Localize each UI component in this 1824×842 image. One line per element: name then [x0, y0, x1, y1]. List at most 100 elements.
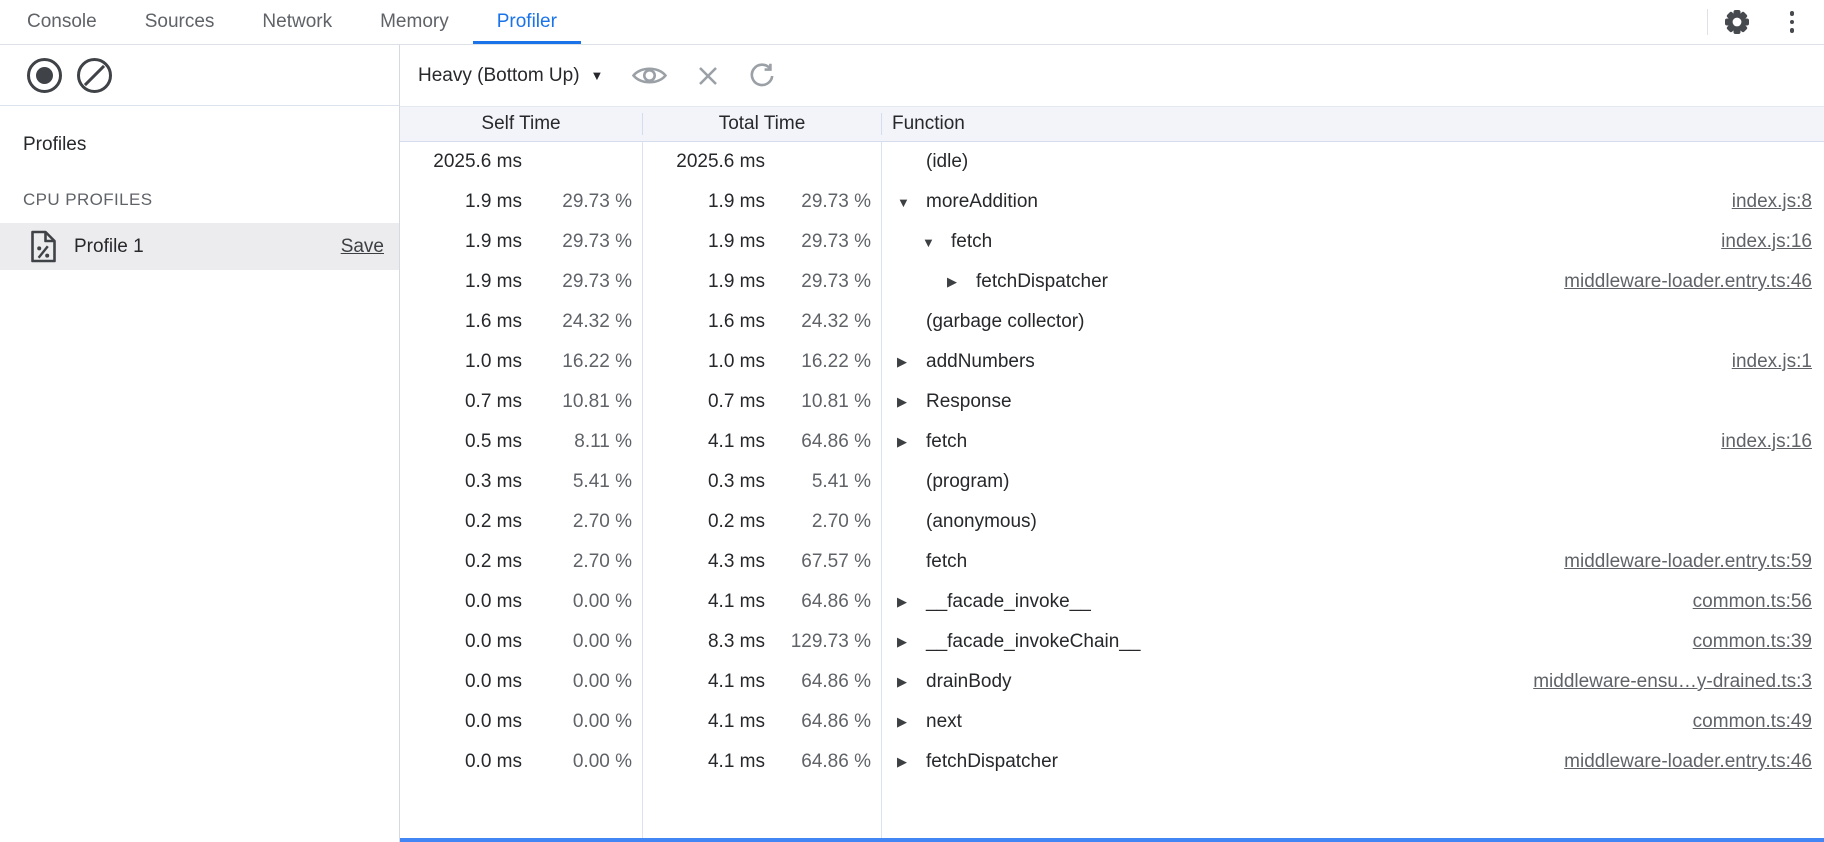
refresh-icon: [751, 62, 774, 86]
tree-collapsed-icon[interactable]: ▶: [947, 274, 957, 289]
function-cell: fetch middleware-loader.entry.ts:59: [882, 551, 1824, 573]
total-time-pct: 64.86 %: [801, 711, 871, 732]
clear-profiles-button[interactable]: [77, 57, 112, 93]
function-cell: ▶ fetchDispatcher middleware-loader.entry.…: [882, 271, 1824, 293]
total-time-cell: 4.1 ms 64.86 %: [643, 671, 882, 693]
tab-profiler[interactable]: Profiler: [473, 0, 581, 44]
total-time-cell: 0.7 ms 10.81 %: [643, 391, 882, 413]
total-time-cell: 8.3 ms 129.73 %: [643, 631, 882, 653]
restore-nodes-button[interactable]: [748, 62, 776, 90]
table-row[interactable]: 1.9 ms 29.73 % 1.9 ms 29.73 % ▶ fetchDispatch…: [400, 262, 1824, 302]
table-row[interactable]: 1.0 ms 16.22 % 1.0 ms 16.22 % ▶ addNumbers ind…: [400, 342, 1824, 382]
total-time-pct: 16.22 %: [801, 351, 871, 372]
exclude-selected-button[interactable]: [696, 64, 720, 88]
tab-memory[interactable]: Memory: [380, 11, 449, 32]
tree-collapsed-icon[interactable]: ▶: [897, 714, 907, 729]
function-cell: ▶ __facade_invokeChain__ common.ts:39: [882, 631, 1824, 653]
source-location-link[interactable]: middleware-ensu…y-drained.ts:3: [1533, 671, 1812, 692]
profile-list-item[interactable]: Profile 1 Save: [0, 223, 399, 270]
function-cell: ▶ addNumbers index.js:1: [882, 351, 1824, 373]
source-location-link[interactable]: middleware-loader.entry.ts:46: [1564, 271, 1812, 292]
tab-network[interactable]: Network: [262, 11, 333, 32]
tree-expanded-icon[interactable]: ▼: [897, 194, 910, 210]
cpu-profiles-section-heading: CPU PROFILES: [23, 190, 153, 209]
source-location-link[interactable]: index.js:1: [1731, 351, 1812, 372]
table-row[interactable]: 0.5 ms 8.11 % 4.1 ms 64.86 % ▶ fetch index.js:…: [400, 422, 1824, 462]
table-row[interactable]: 0.3 ms 5.41 % 0.3 ms 5.41 % (program): [400, 462, 1824, 502]
table-row[interactable]: 0.2 ms 2.70 % 0.2 ms 2.70 % (anonymous): [400, 502, 1824, 542]
source-location-link[interactable]: middleware-loader.entry.ts:59: [1564, 551, 1812, 572]
total-time-pct: 29.73 %: [801, 191, 871, 212]
total-time-ms: 1.9 ms: [707, 191, 765, 212]
source-location-link[interactable]: common.ts:56: [1692, 591, 1812, 612]
source-location-link[interactable]: middleware-loader.entry.ts:46: [1564, 751, 1812, 772]
self-time-cell: 0.7 ms 10.81 %: [400, 391, 643, 413]
total-time-ms: 4.1 ms: [707, 671, 765, 692]
function-cell: ▶ Response: [882, 391, 1824, 413]
column-header-function[interactable]: Function: [892, 113, 965, 134]
tree-collapsed-icon[interactable]: ▶: [897, 754, 907, 769]
tree-collapsed-icon[interactable]: ▶: [897, 354, 907, 369]
tree-collapsed-icon[interactable]: ▶: [897, 434, 907, 449]
column-header-total-time[interactable]: Total Time: [643, 113, 882, 135]
function-cell: ▼ fetch index.js:16: [882, 231, 1824, 253]
self-time-cell: 0.0 ms 0.00 %: [400, 631, 643, 653]
self-time-ms: 0.0 ms: [464, 751, 522, 772]
self-time-cell: 0.0 ms 0.00 %: [400, 591, 643, 613]
function-name: (idle): [926, 151, 969, 172]
total-time-cell: 1.9 ms 29.73 %: [643, 191, 882, 213]
total-time-cell: 4.1 ms 64.86 %: [643, 431, 882, 453]
settings-button[interactable]: [1708, 0, 1766, 44]
tab-sources[interactable]: Sources: [144, 11, 215, 32]
save-profile-link[interactable]: Save: [340, 235, 384, 257]
total-time-pct: 67.57 %: [801, 551, 871, 572]
table-row[interactable]: 0.0 ms 0.00 % 8.3 ms 129.73 % ▶ __facade_invo…: [400, 622, 1824, 662]
more-options-button[interactable]: [1766, 0, 1818, 44]
tree-expanded-icon[interactable]: ▼: [922, 234, 935, 250]
source-location-link[interactable]: index.js:8: [1731, 191, 1812, 212]
total-time-cell: 4.1 ms 64.86 %: [643, 751, 882, 773]
tree-collapsed-icon[interactable]: ▶: [897, 674, 907, 689]
table-row[interactable]: 1.9 ms 29.73 % 1.9 ms 29.73 % ▼ moreAddition i…: [400, 182, 1824, 222]
function-cell: ▶ __facade_invoke__ common.ts:56: [882, 591, 1824, 613]
self-time-pct: 29.73 %: [562, 231, 632, 252]
table-row[interactable]: 2025.6 ms 2025.6 ms (idle): [400, 142, 1824, 182]
function-name: fetch: [951, 231, 993, 252]
profile-table-body: 2025.6 ms 2025.6 ms (idle) 1.9 ms 29.73 % 1.9…: [400, 142, 1824, 842]
table-row[interactable]: 0.7 ms 10.81 % 0.7 ms 10.81 % ▶ Response: [400, 382, 1824, 422]
profiler-controls-toolbar: [0, 45, 399, 106]
table-row[interactable]: 0.0 ms 0.00 % 4.1 ms 64.86 % ▶ next common.ts:…: [400, 702, 1824, 742]
view-mode-select[interactable]: Heavy (Bottom Up) ▼: [418, 65, 603, 87]
total-time-cell: 1.9 ms 29.73 %: [643, 231, 882, 253]
tree-collapsed-icon[interactable]: ▶: [897, 594, 907, 609]
source-location-link[interactable]: index.js:16: [1721, 431, 1812, 452]
function-name: addNumbers: [926, 351, 1035, 372]
table-row[interactable]: 0.0 ms 0.00 % 4.1 ms 64.86 % ▶ drainBody middl…: [400, 662, 1824, 702]
table-row[interactable]: 1.9 ms 29.73 % 1.9 ms 29.73 % ▼ fetch index.js…: [400, 222, 1824, 262]
total-time-cell: 2025.6 ms: [643, 151, 882, 173]
self-time-ms: 1.6 ms: [464, 311, 522, 332]
source-location-link[interactable]: common.ts:39: [1692, 631, 1812, 652]
function-name: (garbage collector): [926, 311, 1085, 332]
table-row[interactable]: 1.6 ms 24.32 % 1.6 ms 24.32 % (garbage colle…: [400, 302, 1824, 342]
record-button[interactable]: [27, 57, 62, 93]
table-row[interactable]: 0.0 ms 0.00 % 4.1 ms 64.86 % ▶ fetchDispatche…: [400, 742, 1824, 782]
total-time-pct: 29.73 %: [801, 271, 871, 292]
profile-name: Profile 1: [74, 235, 144, 257]
column-header-self-time[interactable]: Self Time: [400, 113, 643, 135]
self-time-pct: 10.81 %: [562, 391, 632, 412]
function-name: __facade_invoke__: [926, 591, 1091, 612]
table-row[interactable]: 0.2 ms 2.70 % 4.3 ms 67.57 % fetch middleware…: [400, 542, 1824, 582]
total-time-ms: 4.1 ms: [707, 751, 765, 772]
self-time-ms: 0.0 ms: [464, 631, 522, 652]
function-name: fetch: [926, 551, 968, 572]
tree-collapsed-icon[interactable]: ▶: [897, 634, 907, 649]
tree-collapsed-icon[interactable]: ▶: [897, 394, 907, 409]
source-location-link[interactable]: index.js:16: [1721, 231, 1812, 252]
total-time-pct: 64.86 %: [801, 431, 871, 452]
table-row[interactable]: 0.0 ms 0.00 % 4.1 ms 64.86 % ▶ __facade_invok…: [400, 582, 1824, 622]
focus-selected-button[interactable]: [631, 63, 668, 88]
tab-console[interactable]: Console: [27, 11, 97, 32]
source-location-link[interactable]: common.ts:49: [1692, 711, 1812, 732]
